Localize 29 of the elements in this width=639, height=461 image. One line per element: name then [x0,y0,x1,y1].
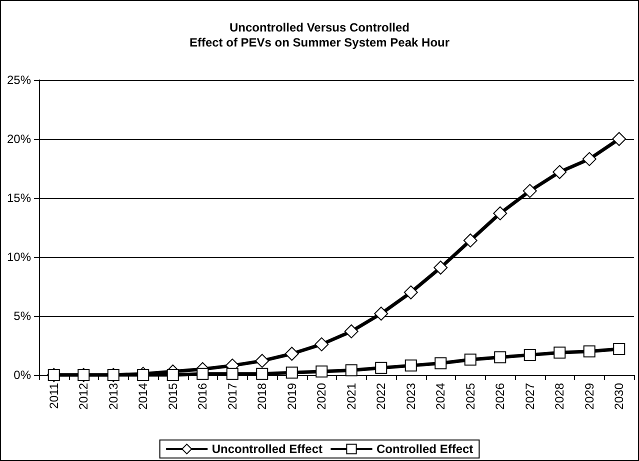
x-tick-label: 2011 [46,382,61,409]
legend-label: Uncontrolled Effect [212,442,323,456]
x-tick-label: 2024 [434,382,448,410]
x-tick-label: 2015 [166,382,180,410]
x-tick-label: 2016 [196,382,210,410]
x-tick-label: 2021 [344,382,358,410]
x-tick-label: 2029 [582,382,596,410]
x-tick-label: 2019 [284,382,299,410]
x-tick-label: 2020 [314,382,329,410]
x-tick-label: 2013 [106,382,120,410]
x-tick-label: 2025 [463,382,478,410]
x-tick-label: 2022 [374,382,388,410]
x-tick-label: 2027 [522,382,537,410]
y-tick-label: 15% [6,191,32,205]
x-tick-label: 2017 [225,382,240,410]
chart-title: Uncontrolled Versus Controlled Effect of PEVs on Summer System Peak Hour [189,20,450,50]
y-tick-label: 10% [6,250,32,264]
x-tick-label: 2018 [255,382,270,410]
y-tick-label: 5% [14,309,32,323]
x-tick-label: 2026 [493,382,508,410]
x-tick-label: 2023 [404,382,418,410]
y-tick-label: 25% [6,73,32,87]
x-tick-label: 2028 [552,382,567,410]
x-tick-label: 2012 [76,382,91,410]
y-tick-label: 20% [6,132,32,146]
x-tick-label: 2030 [612,382,626,410]
x-tick-label: 2014 [136,382,150,410]
legend-label: Controlled Effect [376,442,474,456]
y-tick-label: 0% [14,368,32,382]
